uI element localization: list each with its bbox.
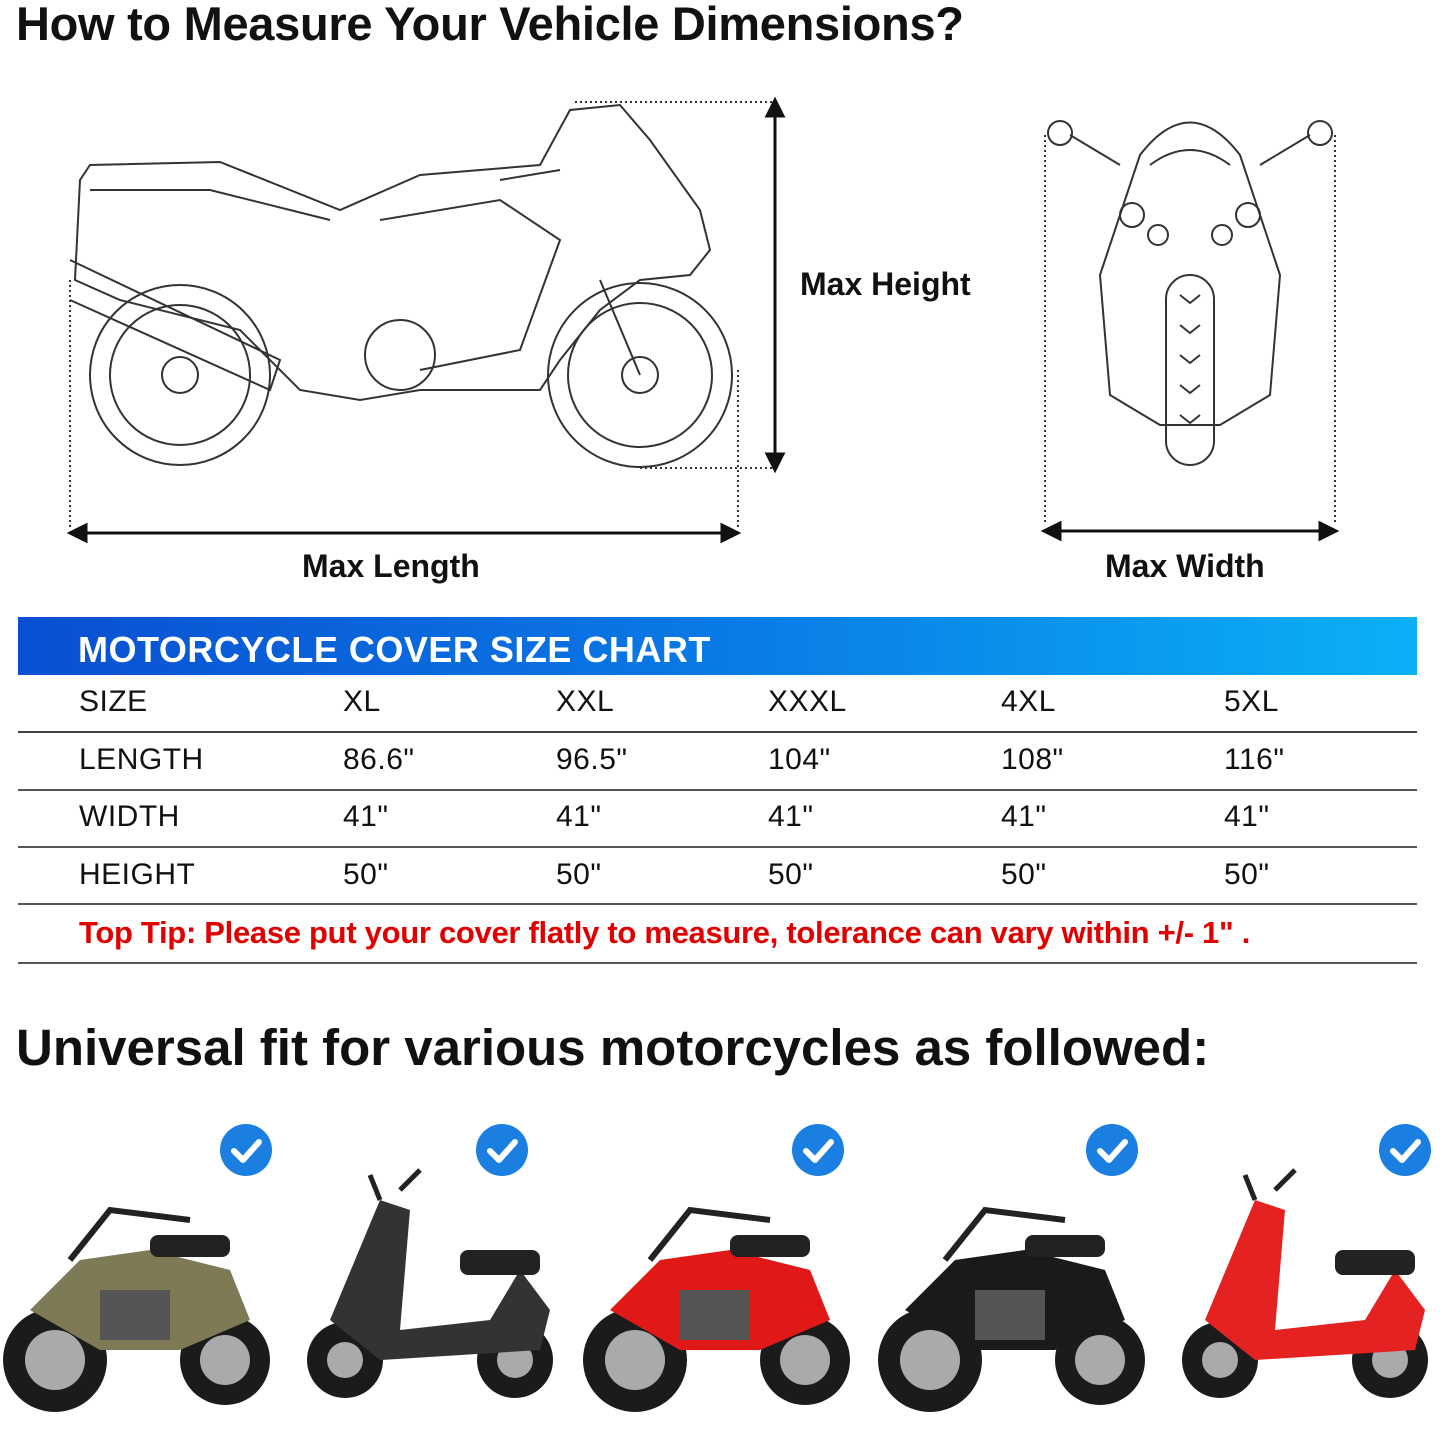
row-label: HEIGHT bbox=[79, 858, 196, 891]
size-cell: 116" bbox=[1224, 743, 1285, 776]
size-cell: 4XL bbox=[1001, 685, 1056, 718]
max-length-label: Max Length bbox=[302, 548, 480, 584]
size-chart-banner: MOTORCYCLE COVER SIZE CHART bbox=[18, 617, 1417, 675]
size-cell: 50" bbox=[556, 858, 602, 891]
row-size: SIZE XL XXL XXXL 4XL 5XL bbox=[18, 675, 1417, 733]
row-label: LENGTH bbox=[79, 743, 204, 776]
page-title: How to Measure Your Vehicle Dimensions? bbox=[16, 0, 964, 50]
top-tip-row: Top Tip: Please put your cover flatly to… bbox=[18, 905, 1417, 964]
size-cell: 5XL bbox=[1224, 685, 1279, 718]
size-cell: 86.6" bbox=[343, 743, 415, 776]
size-cell: 41" bbox=[768, 800, 814, 833]
size-cell: XXXL bbox=[768, 685, 847, 718]
size-chart-title: MOTORCYCLE COVER SIZE CHART bbox=[78, 629, 711, 670]
fit-heading: Universal fit for various motorcycles as… bbox=[16, 1019, 1210, 1076]
check-circle-icon bbox=[792, 1124, 844, 1176]
motorcycle-photo bbox=[307, 1168, 553, 1398]
motorcycle-photo bbox=[878, 1206, 1145, 1412]
motorcycle-photo bbox=[1182, 1168, 1428, 1398]
row-width: WIDTH 41" 41" 41" 41" 41" bbox=[18, 790, 1417, 848]
motorcycle-side-diagram bbox=[66, 96, 786, 544]
size-cell: 50" bbox=[343, 858, 389, 891]
check-circle-icon bbox=[1379, 1124, 1431, 1176]
motorcycle-photo bbox=[3, 1206, 270, 1412]
row-label: WIDTH bbox=[79, 800, 180, 833]
size-cell: 41" bbox=[343, 800, 389, 833]
row-label: SIZE bbox=[79, 685, 148, 718]
size-cell: 104" bbox=[768, 743, 831, 776]
size-cell: 96.5" bbox=[556, 743, 628, 776]
size-cell: 41" bbox=[1224, 800, 1270, 833]
check-circle-icon bbox=[1086, 1124, 1138, 1176]
size-cell: 50" bbox=[1001, 858, 1047, 891]
size-cell: 50" bbox=[768, 858, 814, 891]
max-width-label: Max Width bbox=[1105, 548, 1265, 584]
size-cell: XL bbox=[343, 685, 381, 718]
size-cell: 108" bbox=[1001, 743, 1064, 776]
check-circle-icon bbox=[220, 1124, 272, 1176]
size-cell: 50" bbox=[1224, 858, 1270, 891]
size-cell: XXL bbox=[556, 685, 615, 718]
motorcycle-photo bbox=[583, 1206, 850, 1412]
top-tip-text: Top Tip: Please put your cover flatly to… bbox=[79, 915, 1251, 950]
max-height-label: Max Height bbox=[800, 266, 971, 302]
row-height: HEIGHT 50" 50" 50" 50" 50" bbox=[18, 848, 1417, 905]
motorcycle-front-diagram bbox=[1040, 120, 1340, 542]
check-circle-icon bbox=[476, 1124, 528, 1176]
size-cell: 41" bbox=[1001, 800, 1047, 833]
row-length: LENGTH 86.6" 96.5" 104" 108" 116" bbox=[18, 733, 1417, 791]
size-cell: 41" bbox=[556, 800, 602, 833]
